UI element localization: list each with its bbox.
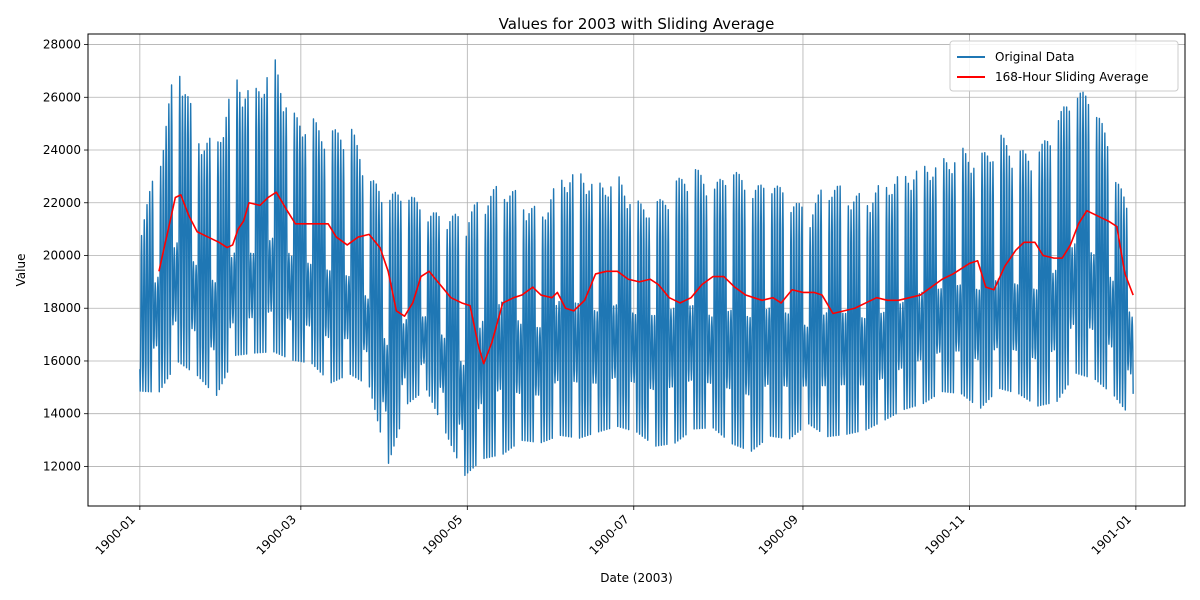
y-axis-title: Value [14, 254, 28, 287]
y-tick-label: 18000 [43, 301, 81, 315]
x-axis-title: Date (2003) [600, 571, 672, 585]
y-tick-label: 14000 [43, 407, 81, 421]
plot-frame [87, 33, 1186, 507]
legend-label-average: 168-Hour Sliding Average [995, 70, 1149, 84]
y-tick-label: 28000 [43, 38, 81, 52]
y-tick-label: 12000 [43, 459, 81, 473]
chart-title: Values for 2003 with Sliding Average [499, 15, 775, 33]
series-original-data-line [139, 59, 1134, 477]
y-tick-label: 20000 [43, 248, 81, 262]
legend-box [949, 40, 1179, 92]
y-tick-label: 22000 [43, 196, 81, 210]
y-tick-label: 24000 [43, 143, 81, 157]
series-sliding-average-line [158, 191, 1134, 365]
data-layer [139, 59, 1134, 477]
legend: Original Data 168-Hour Sliding Average [949, 40, 1179, 92]
y-tick-label: 26000 [43, 90, 81, 104]
y-tick-label: 16000 [43, 354, 81, 368]
legend-label-original: Original Data [995, 50, 1074, 64]
